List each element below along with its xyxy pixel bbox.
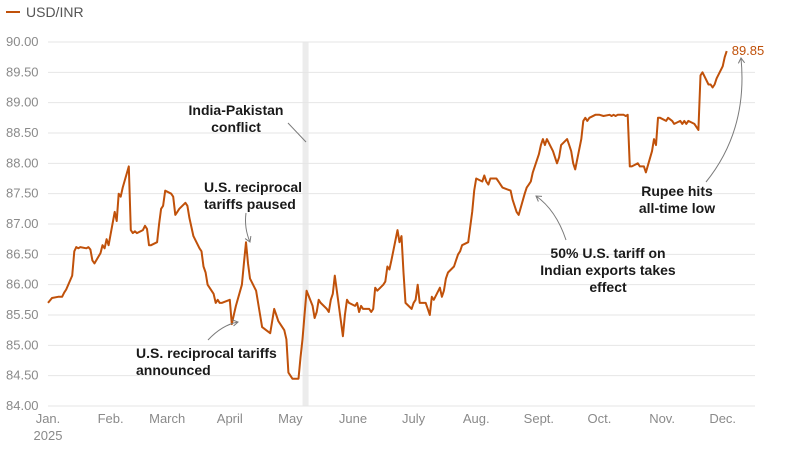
- y-tick-label: 84.00: [6, 398, 39, 413]
- x-tick-label: Sept.: [524, 411, 554, 426]
- annotation-tariffs-announced-line: U.S. reciprocal tariffs: [136, 345, 277, 361]
- y-tick-label: 86.00: [6, 277, 39, 292]
- x-tick-label: May: [278, 411, 303, 426]
- y-tick-label: 84.50: [6, 368, 39, 383]
- y-tick-label: 87.50: [6, 186, 39, 201]
- y-tick-label: 89.00: [6, 95, 39, 110]
- annotation-fifty-percent-tariff-line: Indian exports takes: [540, 262, 676, 278]
- annotation-india-pakistan-line: conflict: [211, 119, 261, 135]
- y-tick-label: 89.50: [6, 64, 39, 79]
- annotation-tariffs-paused-leader: [245, 212, 251, 243]
- y-tick-label: 88.50: [6, 125, 39, 140]
- annotation-tariffs-paused-arrowhead: [244, 235, 252, 243]
- annotation-tariffs-paused-line: U.S. reciprocal: [204, 179, 302, 195]
- legend-swatch: [6, 11, 20, 13]
- series-line-usd-inr: [47, 50, 728, 380]
- x-tick-label: June: [339, 411, 367, 426]
- annotation-tariffs-paused-line: tariffs paused: [204, 196, 296, 212]
- x-tick-year: 2025: [34, 428, 63, 443]
- y-tick-label: 87.00: [6, 216, 39, 231]
- annotation-fifty-percent-tariff-line: effect: [589, 279, 627, 295]
- end-value-label: 89.85: [732, 43, 765, 58]
- annotation-fifty-percent-tariff-line: 50% U.S. tariff on: [550, 245, 665, 261]
- annotation-fifty-percent-tariff-leader: [535, 195, 567, 241]
- x-tick-label: Nov.: [649, 411, 675, 426]
- annotation-all-time-low-line: all-time low: [639, 200, 715, 216]
- annotation-tariffs-announced-leader: [207, 321, 239, 341]
- y-tick-label: 85.00: [6, 337, 39, 352]
- y-tick-label: 85.50: [6, 307, 39, 322]
- annotation-all-time-low-line: Rupee hits: [641, 183, 713, 199]
- x-tick-label: Aug.: [463, 411, 490, 426]
- annotation-all-time-low-leader: [705, 57, 743, 183]
- y-tick-label: 88.00: [6, 155, 39, 170]
- annotation-india-pakistan-line: India-Pakistan: [189, 102, 284, 118]
- legend-label: USD/INR: [26, 4, 84, 20]
- annotation-india-pakistan-leader: [287, 122, 307, 143]
- annotation-tariffs-announced-arrowhead: [232, 319, 239, 327]
- x-tick-label: Dec.: [709, 411, 736, 426]
- x-tick-label: Oct.: [588, 411, 612, 426]
- annotation-all-time-low-arrowhead: [737, 57, 746, 64]
- x-tick-label: Jan.: [36, 411, 61, 426]
- y-tick-label: 90.00: [6, 34, 39, 49]
- annotation-fifty-percent-tariff-arrowhead: [535, 195, 543, 202]
- x-tick-label: July: [402, 411, 426, 426]
- x-tick-label: April: [217, 411, 243, 426]
- x-tick-label: Feb.: [98, 411, 124, 426]
- legend: USD/INR: [6, 4, 84, 20]
- y-tick-label: 86.50: [6, 246, 39, 261]
- x-tick-label: March: [149, 411, 185, 426]
- annotation-tariffs-announced-line: announced: [136, 362, 211, 378]
